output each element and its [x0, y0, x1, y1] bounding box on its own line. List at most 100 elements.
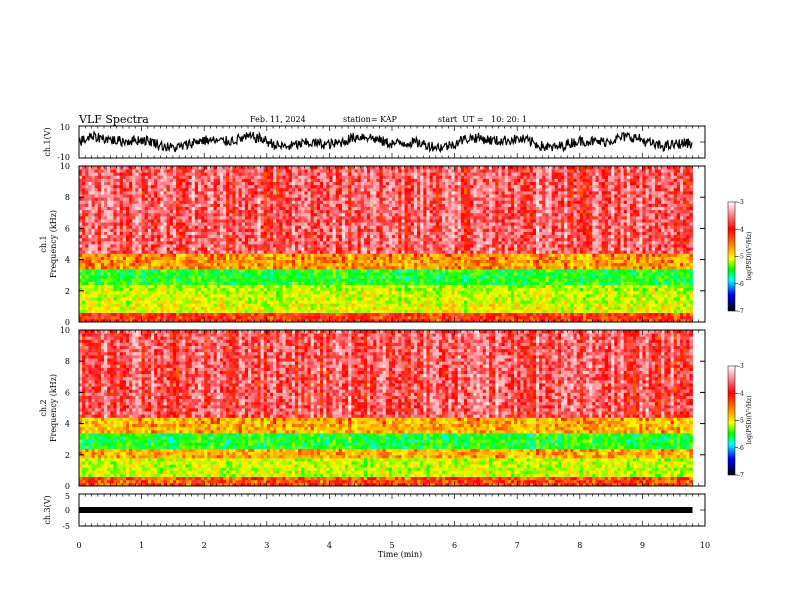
spectrogram-cell	[611, 297, 615, 301]
spectrogram-cell	[683, 306, 687, 310]
spectrogram-cell	[273, 278, 277, 282]
spectrogram-cell	[680, 285, 684, 289]
spectrogram-cell	[473, 269, 477, 273]
spectrogram-cell	[373, 275, 377, 279]
spectrogram-cell	[367, 250, 371, 254]
spectrogram-cell	[351, 269, 355, 273]
spectrogram-cell	[120, 310, 124, 314]
spectrogram-cell	[264, 250, 268, 254]
spectrogram-cell	[401, 306, 405, 310]
spectrogram-cell	[495, 250, 499, 254]
spectrogram-cell	[257, 278, 261, 282]
spectrogram-cell	[154, 253, 158, 257]
spectrogram-cell	[617, 263, 621, 267]
spectrogram-cell	[79, 316, 83, 320]
spectrogram-cell	[179, 281, 183, 285]
spectrogram-cell	[667, 313, 671, 317]
spectrogram-cell	[602, 294, 606, 298]
spectrogram-cell	[664, 310, 668, 314]
spectrogram-cell	[426, 291, 430, 295]
spectrogram-cell	[486, 253, 490, 257]
spectrogram-cell	[220, 316, 224, 320]
spectrogram-cell	[545, 247, 549, 251]
spectrogram-cell	[245, 291, 249, 295]
spectrogram-cell	[298, 253, 302, 257]
spectrogram-cell	[195, 303, 199, 307]
spectrogram-cell	[605, 306, 609, 310]
spectrogram-cell	[527, 269, 531, 273]
spectrogram-cell	[217, 244, 221, 248]
spectrogram-cell	[470, 278, 474, 282]
spectrogram-cell	[514, 260, 518, 264]
spectrogram-cell	[198, 266, 202, 270]
spectrogram-cell	[477, 281, 481, 285]
spectrogram-cell	[261, 247, 265, 251]
spectrogram-cell	[345, 310, 349, 314]
spectrogram-cell	[564, 263, 568, 267]
spectrogram-cell	[348, 250, 352, 254]
spectrogram-cell	[683, 288, 687, 292]
spectrogram-cell	[392, 288, 396, 292]
spectrogram-cell	[176, 256, 180, 260]
spectrogram-cell	[323, 253, 327, 257]
spectrogram-cell	[79, 310, 83, 314]
spectrogram-cell	[661, 269, 665, 273]
spectrogram-cell	[492, 250, 496, 254]
spectrogram-cell	[173, 247, 177, 251]
spectrogram-cell	[564, 275, 568, 279]
spectrogram-cell	[120, 281, 124, 285]
spectrogram-cell	[379, 250, 383, 254]
spectrogram-cell	[289, 288, 293, 292]
spectrogram-cell	[257, 275, 261, 279]
spectrogram-cell	[392, 256, 396, 260]
spectrogram-cell	[354, 266, 358, 270]
spectrogram-cell	[229, 313, 233, 317]
spectrogram-cell	[82, 303, 86, 307]
spectrogram-cell	[142, 275, 146, 279]
spectrogram-cell	[242, 313, 246, 317]
spectrogram-cell	[329, 285, 333, 289]
spectrogram-cell	[279, 244, 283, 248]
spectrogram-cell	[555, 291, 559, 295]
spectrogram-cell	[201, 253, 205, 257]
spectrogram-cell	[530, 291, 534, 295]
spectrogram-cell	[98, 275, 102, 279]
spectrogram-cell	[683, 316, 687, 320]
spectrogram-cell	[627, 300, 631, 304]
spectrogram-cell	[398, 291, 402, 295]
spectrogram-cell	[574, 272, 578, 276]
spectrogram-cell	[339, 250, 343, 254]
spectrogram-cell	[523, 278, 527, 282]
spectrogram-cell	[101, 247, 105, 251]
spectrogram-cell	[411, 272, 415, 276]
spectrogram-cell	[373, 247, 377, 251]
spectrogram-cell	[577, 285, 581, 289]
spectrogram-cell	[98, 313, 102, 317]
spectrogram-cell	[120, 269, 124, 273]
spectrogram-cell	[101, 263, 105, 267]
spectrogram-cell	[142, 285, 146, 289]
spectrogram-cell	[677, 306, 681, 310]
spectrogram-cell	[495, 300, 499, 304]
spectrogram-cell	[101, 272, 105, 276]
spectrogram-cell	[583, 300, 587, 304]
spectrogram-cell	[545, 266, 549, 270]
spectrogram-cell	[602, 306, 606, 310]
spectrogram-cell	[267, 244, 271, 248]
spectrogram-cell	[414, 247, 418, 251]
spectrogram-cell	[189, 260, 193, 264]
spectrogram-cell	[530, 272, 534, 276]
spectrogram-cell	[671, 297, 675, 301]
spectrogram-cell	[661, 250, 665, 254]
spectrogram-cell	[664, 260, 668, 264]
spectrogram-cell	[257, 253, 261, 257]
spectrogram-cell	[214, 297, 218, 301]
spectrogram-cell	[201, 288, 205, 292]
spectrogram-cell	[292, 247, 296, 251]
spectrogram-cell	[426, 281, 430, 285]
spectrogram-cell	[664, 313, 668, 317]
spectrogram-cell	[157, 294, 161, 298]
spectrogram-cell	[624, 303, 628, 307]
spectrogram-cell	[649, 272, 653, 276]
spectrogram-cell	[661, 278, 665, 282]
